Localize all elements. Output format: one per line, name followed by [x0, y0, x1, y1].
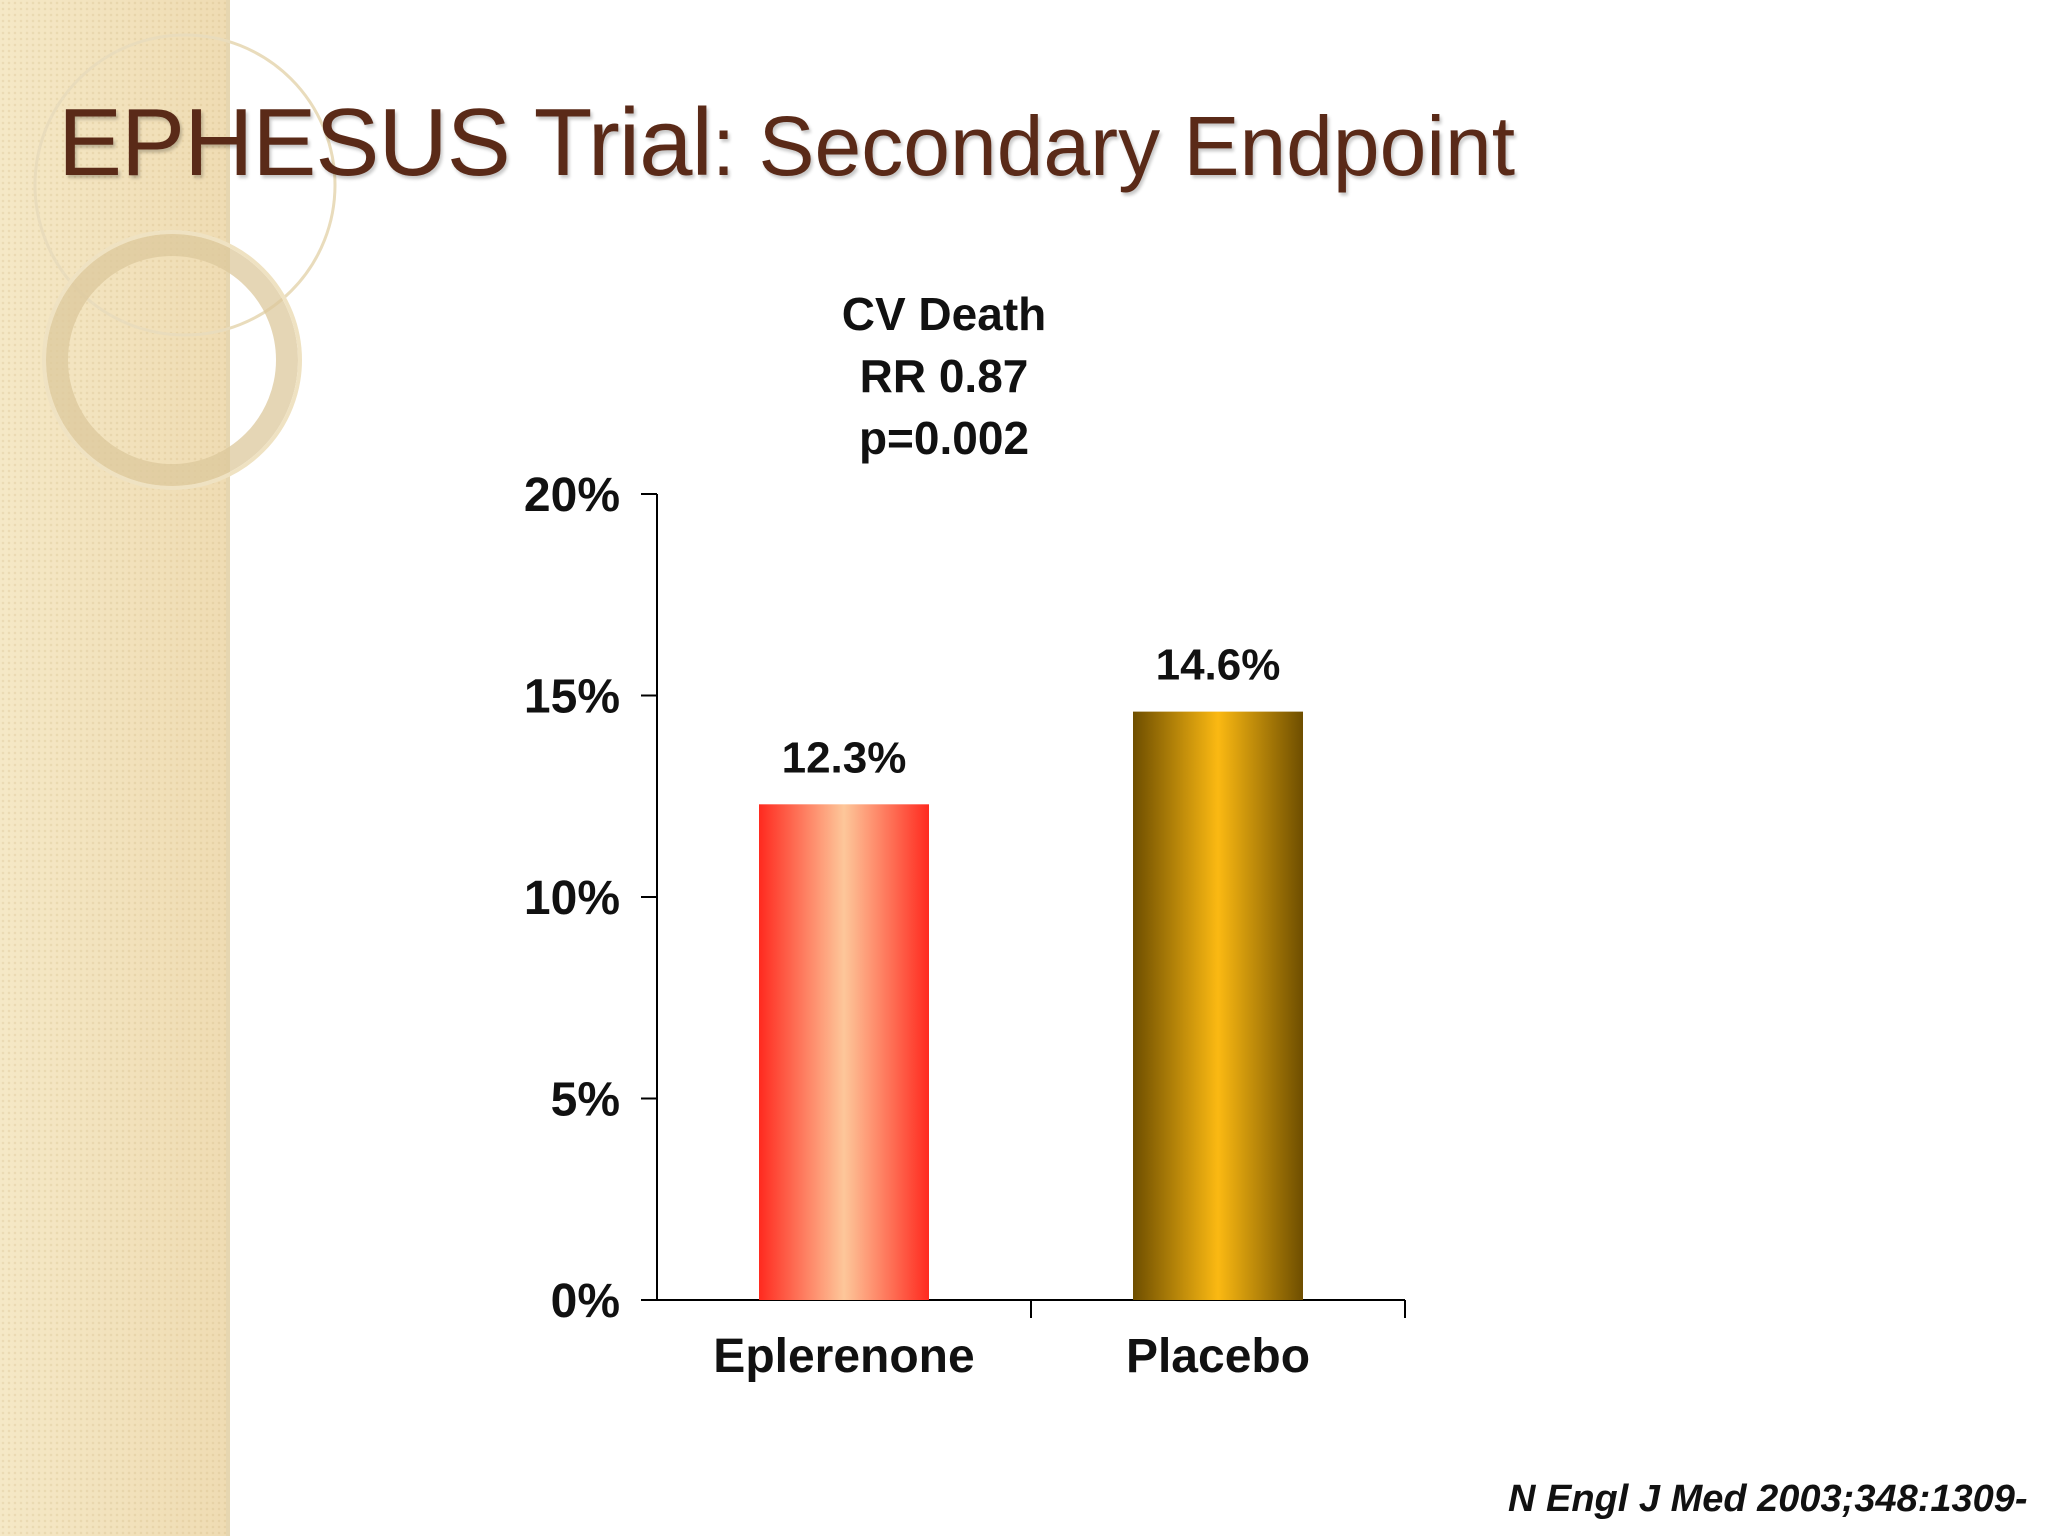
citation: N Engl J Med 2003;348:1309-	[1508, 1478, 2028, 1520]
chart-bars	[759, 711, 1303, 1300]
annotation-line-endpoint: CV Death	[842, 288, 1046, 340]
annotation-line-rr: RR 0.87	[860, 350, 1029, 402]
value-label-placebo: 14.6%	[1156, 641, 1281, 690]
category-label-placebo: Placebo	[1126, 1330, 1310, 1383]
slide-title: EPHESUS Trial: Secondary Endpoint	[58, 88, 1515, 198]
y-tick-label: 15%	[524, 671, 620, 724]
category-label-eplerenone: Eplerenone	[713, 1330, 974, 1383]
bar-placebo	[1133, 711, 1303, 1300]
bar-eplerenone	[759, 804, 929, 1300]
slide-title-main: EPHESUS Trial	[58, 89, 713, 196]
slide-title-sub: : Secondary Endpoint	[711, 99, 1516, 193]
y-tick-label: 5%	[551, 1074, 620, 1127]
y-tick-label: 10%	[524, 872, 620, 925]
y-tick-label: 20%	[524, 469, 620, 522]
annotation-line-pvalue: p=0.002	[859, 412, 1029, 464]
chart-labels: 12.3% Eplerenone 14.6% Placebo	[713, 641, 1310, 1383]
value-label-eplerenone: 12.3%	[782, 733, 907, 782]
chart-annotation: CV Death RR 0.87 p=0.002	[842, 288, 1046, 464]
y-tick-label: 0%	[551, 1275, 620, 1328]
